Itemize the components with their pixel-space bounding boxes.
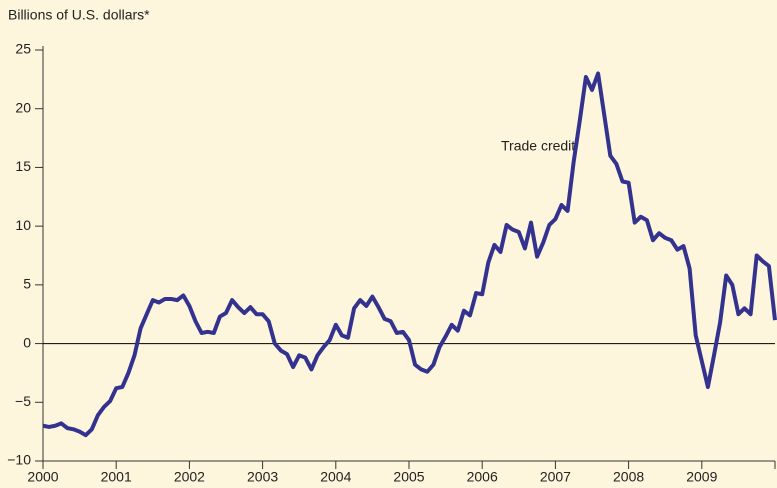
y-tick-label: −10 [7,452,31,468]
annotation: Trade credit [501,138,575,154]
y-tick-label: 25 [15,41,31,57]
data-line [42,71,777,438]
y-tick-label: −5 [15,393,31,409]
x-tick-label: 2002 [174,469,205,485]
y-tick-label: 15 [15,158,31,174]
y-axis-label: Billions of U.S. dollars* [8,7,150,23]
x-tick-label: 2001 [101,469,132,485]
x-tick-label: 2007 [540,469,571,485]
x-tick-label: 2006 [467,469,498,485]
y-tick-label: 10 [15,217,31,233]
x-tick-label: 2008 [613,469,644,485]
y-tick-label: 5 [23,276,31,292]
x-tick-label: 2003 [247,469,278,485]
x-tick-label: 2004 [320,469,351,485]
y-tick-label: 0 [23,334,31,350]
x-tick-label: 2009 [686,469,717,485]
x-tick-label: 2000 [27,469,58,485]
y-tick-label: 20 [15,99,31,115]
x-tick-label: 2005 [393,469,424,485]
